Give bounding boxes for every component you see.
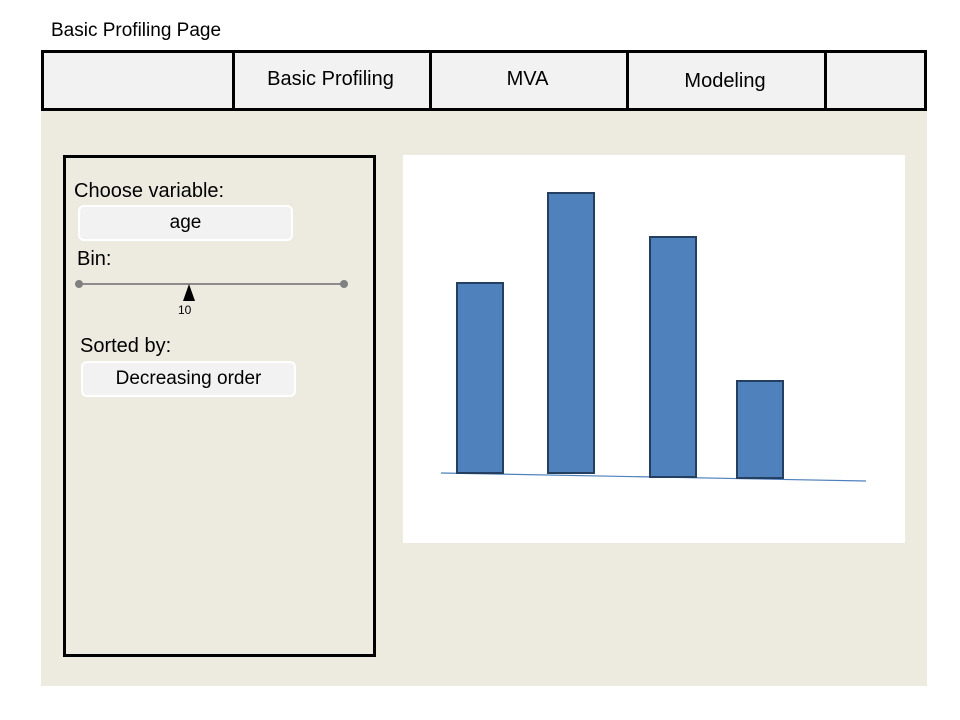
bin-slider-track[interactable] [79, 283, 345, 285]
bar-4 [736, 380, 784, 479]
tab-basic-profiling[interactable]: Basic Profiling [232, 53, 432, 108]
chart-panel [403, 155, 905, 543]
tab-blank-right [824, 53, 924, 108]
tab-mva[interactable]: MVA [429, 53, 629, 108]
sort-order-select[interactable]: Decreasing order [81, 361, 296, 397]
tab-blank-left [44, 53, 235, 108]
bin-slider-value: 10 [178, 303, 192, 317]
page-title: Basic Profiling Page [51, 20, 222, 41]
bar-2 [547, 192, 595, 474]
sorted-by-label: Sorted by: [80, 335, 172, 357]
bar-chart [440, 192, 867, 482]
bin-slider-max-dot [340, 280, 348, 288]
bar-1 [456, 282, 504, 474]
choose-variable-label: Choose variable: [74, 180, 225, 202]
variable-select[interactable]: age [78, 205, 293, 241]
bar-3 [649, 236, 697, 478]
tab-bar: Basic Profiling MVA Modeling [41, 50, 927, 111]
bin-label: Bin: [77, 248, 112, 270]
bin-slider-min-dot [75, 280, 83, 288]
tab-modeling[interactable]: Modeling [626, 53, 827, 108]
bin-slider-thumb[interactable] [183, 284, 195, 301]
